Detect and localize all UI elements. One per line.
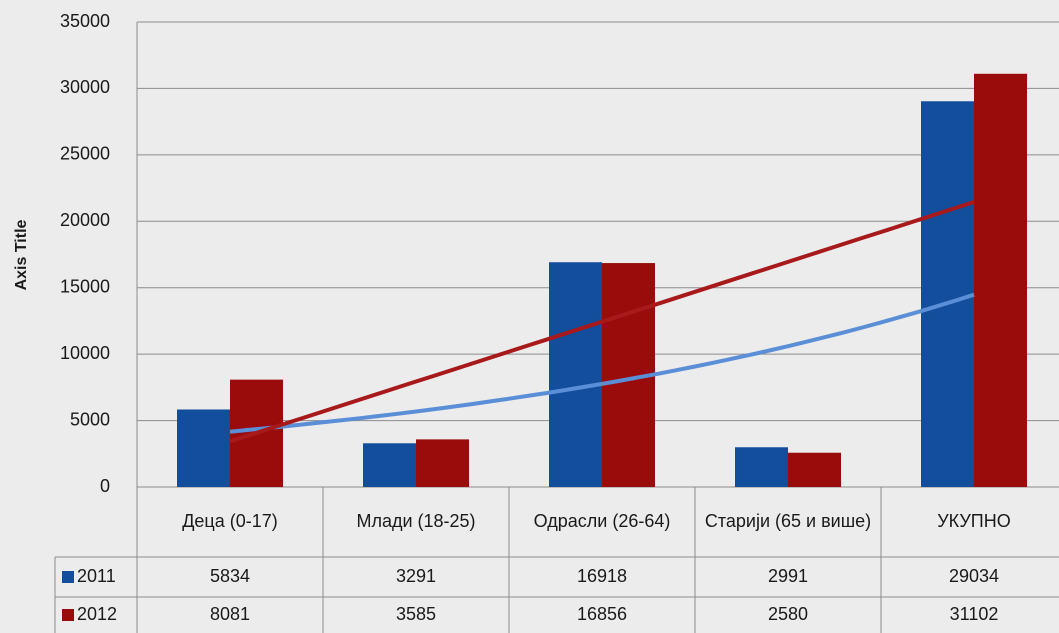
table-value: 8081 xyxy=(210,604,250,624)
table-value: 3585 xyxy=(396,604,436,624)
table-value: 2580 xyxy=(768,604,808,624)
table-value: 5834 xyxy=(210,566,250,586)
table-value: 16856 xyxy=(577,604,627,624)
y-tick-label: 5000 xyxy=(70,409,110,429)
bar xyxy=(363,443,416,487)
y-tick-label: 10000 xyxy=(60,343,110,363)
y-tick-label: 30000 xyxy=(60,77,110,97)
x-tick-label: Млади (18-25) xyxy=(356,511,475,531)
legend-label: 2012 xyxy=(77,604,117,624)
y-axis-title: Axis Title xyxy=(13,219,30,290)
y-tick-label: 35000 xyxy=(60,11,110,31)
x-tick-label: УКУПНО xyxy=(937,511,1011,531)
trendline xyxy=(229,292,975,434)
bar xyxy=(921,101,974,487)
legend-key xyxy=(62,571,74,583)
legend-key xyxy=(62,609,74,621)
x-tick-label: Старији (65 и више) xyxy=(705,511,871,531)
legend-label: 2011 xyxy=(77,566,116,586)
bar xyxy=(177,409,230,487)
table-value: 31102 xyxy=(950,604,999,624)
table-value: 29034 xyxy=(949,566,999,586)
x-tick-label: Одрасли (26-64) xyxy=(534,511,671,531)
trendline xyxy=(229,200,975,444)
bar xyxy=(549,262,602,487)
y-tick-label: 0 xyxy=(100,476,110,496)
y-tick-label: 20000 xyxy=(60,210,110,230)
y-tick-label: 25000 xyxy=(60,144,110,164)
y-tick-label: 15000 xyxy=(60,276,110,296)
bar xyxy=(735,447,788,487)
table-value: 3291 xyxy=(396,566,436,586)
table-value: 16918 xyxy=(577,566,627,586)
x-tick-label: Деца (0-17) xyxy=(182,511,278,531)
bar xyxy=(416,439,469,487)
table-value: 2991 xyxy=(768,566,808,586)
bar xyxy=(788,452,841,487)
bar xyxy=(974,73,1027,487)
